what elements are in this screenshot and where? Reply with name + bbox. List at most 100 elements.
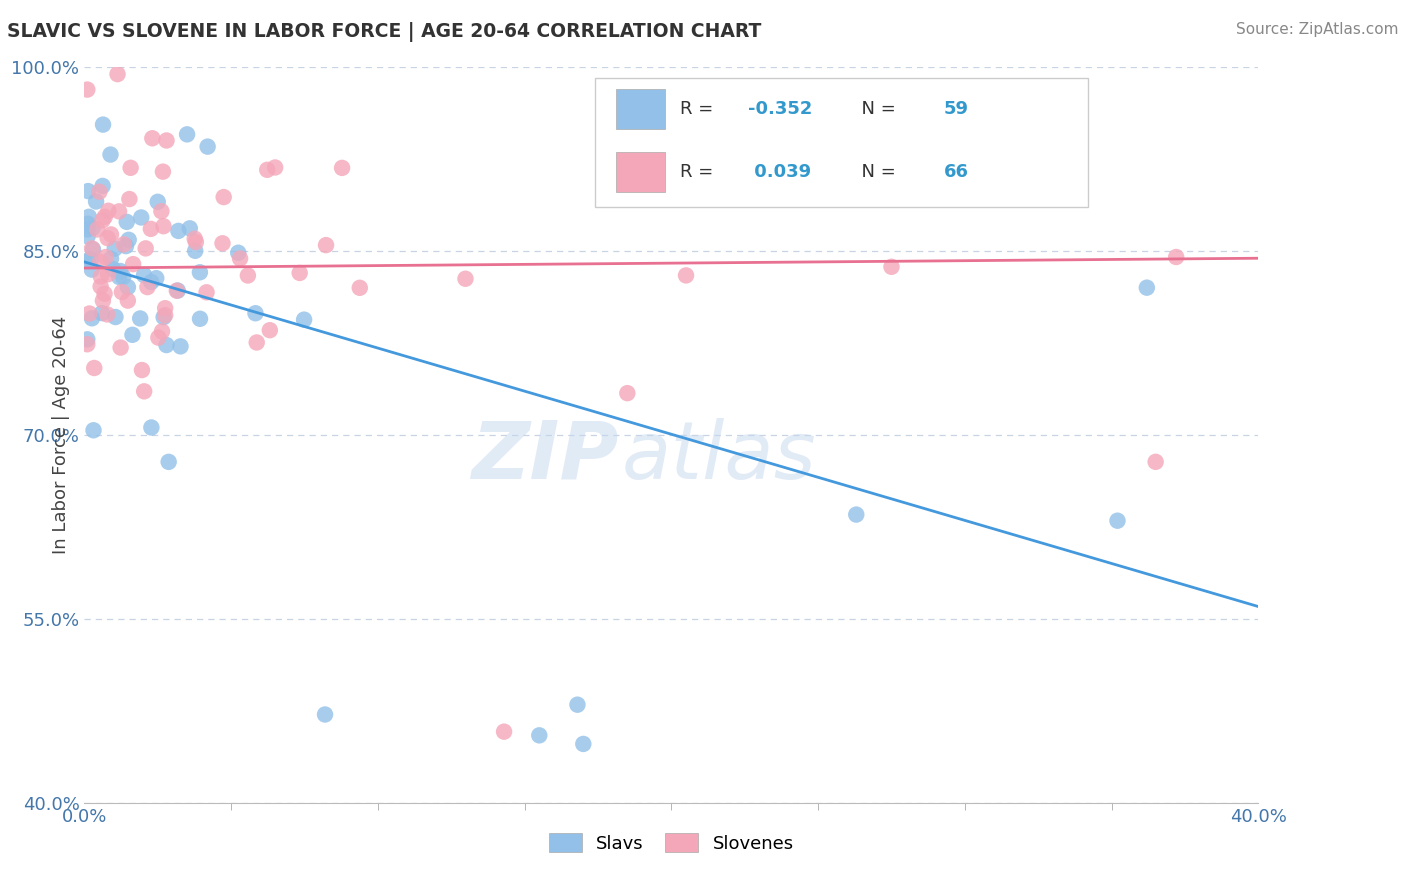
- Point: [107, 67, 129, 81]
- Point: [77, 184, 100, 198]
- Point: [84, 194, 107, 209]
- Point: [146, 194, 169, 209]
- Point: [77, 210, 100, 224]
- Point: [89, 185, 111, 199]
- Point: [132, 268, 155, 282]
- Point: [86, 222, 108, 236]
- Point: [129, 311, 152, 326]
- Point: [120, 161, 142, 175]
- Point: [82, 243, 104, 257]
- Point: [1166, 250, 1188, 264]
- Point: [264, 161, 287, 175]
- Text: -0.352: -0.352: [748, 100, 813, 118]
- Point: [675, 268, 697, 283]
- Point: [100, 227, 122, 242]
- Point: [104, 242, 127, 256]
- Point: [91, 293, 114, 308]
- Point: [90, 279, 112, 293]
- Point: [155, 133, 177, 147]
- Text: atlas: atlas: [621, 418, 817, 496]
- Point: [259, 323, 281, 337]
- Point: [188, 311, 211, 326]
- Point: [80, 262, 103, 277]
- Point: [148, 330, 170, 344]
- Point: [115, 239, 138, 253]
- Point: [155, 338, 177, 352]
- Point: [226, 245, 249, 260]
- Point: [129, 211, 152, 225]
- Point: [94, 210, 117, 224]
- Point: [494, 724, 516, 739]
- Point: [76, 82, 98, 96]
- Point: [184, 235, 207, 249]
- Point: [150, 324, 173, 338]
- Point: [236, 268, 259, 283]
- Point: [572, 737, 595, 751]
- Point: [111, 285, 134, 299]
- Point: [141, 420, 163, 434]
- Point: [108, 270, 131, 285]
- Point: [100, 147, 122, 161]
- Point: [134, 384, 156, 399]
- Point: [112, 269, 135, 284]
- Point: [330, 161, 353, 175]
- Point: [104, 310, 127, 324]
- Point: [183, 232, 205, 246]
- Point: [110, 264, 132, 278]
- Text: R =: R =: [679, 100, 718, 118]
- Point: [121, 327, 143, 342]
- FancyBboxPatch shape: [595, 78, 1088, 207]
- Point: [141, 275, 163, 289]
- Point: [136, 280, 159, 294]
- Point: [89, 255, 111, 269]
- Point: [169, 339, 191, 353]
- Text: Source: ZipAtlas.com: Source: ZipAtlas.com: [1236, 22, 1399, 37]
- Point: [76, 337, 98, 351]
- Point: [91, 178, 114, 193]
- Point: [82, 220, 104, 235]
- Point: [76, 332, 98, 346]
- Point: [135, 241, 157, 255]
- Point: [110, 341, 132, 355]
- Point: [100, 252, 122, 266]
- Point: [245, 306, 267, 320]
- Point: [349, 281, 371, 295]
- Point: [80, 311, 103, 326]
- Point: [141, 131, 163, 145]
- Point: [97, 203, 120, 218]
- Point: [131, 363, 153, 377]
- Point: [153, 301, 176, 316]
- Point: [188, 265, 211, 279]
- Point: [94, 250, 117, 264]
- Point: [176, 128, 198, 142]
- Text: R =: R =: [679, 163, 718, 181]
- Point: [166, 284, 188, 298]
- Text: N =: N =: [849, 100, 901, 118]
- Point: [150, 204, 173, 219]
- Point: [1136, 281, 1159, 295]
- Point: [529, 728, 551, 742]
- Point: [229, 252, 252, 266]
- Point: [153, 308, 176, 322]
- Point: [83, 361, 105, 376]
- Point: [77, 217, 100, 231]
- Point: [152, 164, 174, 178]
- Text: N =: N =: [849, 163, 901, 181]
- Point: [152, 310, 174, 325]
- Point: [90, 269, 112, 284]
- Point: [101, 262, 124, 277]
- Point: [211, 236, 233, 251]
- Point: [256, 162, 278, 177]
- Point: [145, 271, 167, 285]
- Point: [93, 286, 115, 301]
- Point: [315, 238, 337, 252]
- Text: 59: 59: [943, 100, 969, 118]
- Point: [117, 280, 139, 294]
- Point: [117, 293, 139, 308]
- Point: [97, 231, 120, 245]
- Point: [79, 306, 101, 320]
- Point: [288, 266, 311, 280]
- Point: [112, 237, 135, 252]
- Point: [567, 698, 589, 712]
- Point: [97, 267, 120, 281]
